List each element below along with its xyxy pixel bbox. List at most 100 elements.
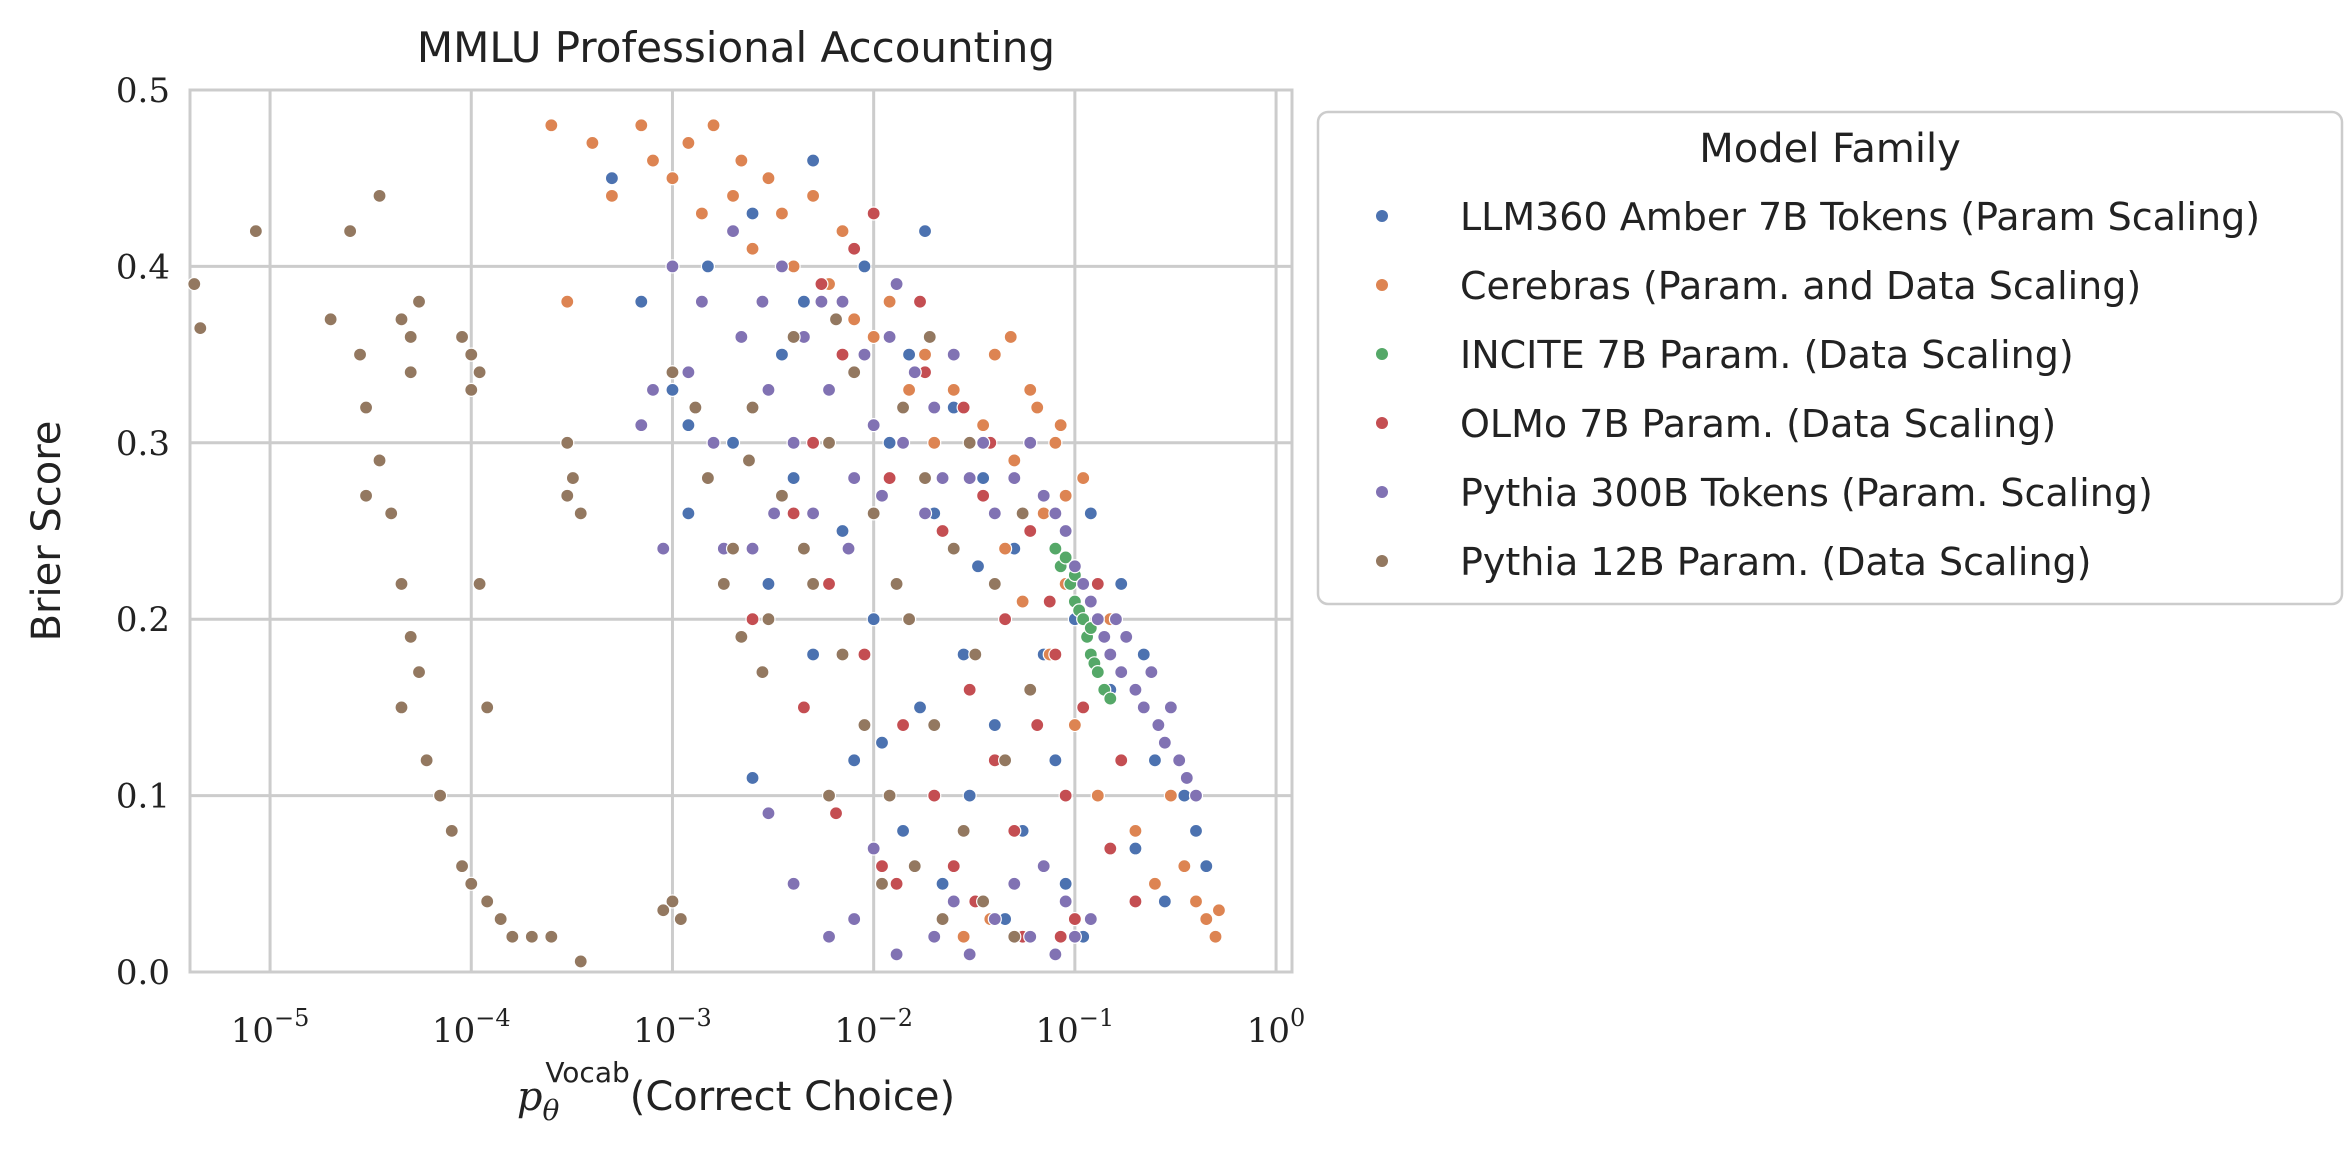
point-3-7 <box>866 206 881 221</box>
point-4-32 <box>1048 506 1063 521</box>
x-tick-label-5: 100 <box>1247 1004 1306 1051</box>
point-4-70 <box>645 382 661 397</box>
point-5-32 <box>454 329 470 345</box>
point-1-5 <box>645 153 661 168</box>
point-4-77 <box>889 276 904 292</box>
point-5-52 <box>835 647 850 662</box>
point-1-23 <box>917 347 933 362</box>
point-0-46 <box>1188 823 1204 838</box>
point-1-6 <box>665 171 680 186</box>
point-4-13 <box>821 382 837 397</box>
legend-title: Model Family <box>1699 126 1961 172</box>
legend-label-3: OLMo 7B Param. (Data Scaling) <box>1460 402 2056 446</box>
point-3-36 <box>874 859 890 874</box>
point-1-2 <box>585 135 600 151</box>
point-3-23 <box>1023 523 1038 539</box>
point-1-57 <box>956 929 971 944</box>
point-5-83 <box>922 329 937 345</box>
point-3-12 <box>927 788 942 803</box>
point-3-27 <box>1058 788 1073 803</box>
point-4-60 <box>946 894 961 909</box>
point-4-21 <box>907 365 922 380</box>
point-1-40 <box>1090 788 1105 803</box>
point-1-10 <box>725 188 741 203</box>
point-3-37 <box>889 876 904 891</box>
y-axis-label: Brier Score <box>24 421 70 642</box>
point-5-80 <box>796 541 811 556</box>
point-5-11 <box>403 629 418 644</box>
point-4-69 <box>1083 911 1098 927</box>
point-5-69 <box>997 753 1013 768</box>
point-3-32 <box>1114 753 1129 768</box>
point-5-6 <box>352 347 368 362</box>
point-3-8 <box>882 470 897 486</box>
point-5-23 <box>544 929 559 944</box>
series-5 <box>187 188 1038 969</box>
point-5-36 <box>573 506 588 521</box>
point-4-63 <box>1007 876 1022 891</box>
point-4-59 <box>927 929 942 944</box>
point-2-2 <box>1058 550 1073 565</box>
point-4-5 <box>725 224 741 239</box>
point-5-68 <box>987 576 1002 592</box>
point-4-28 <box>987 506 1002 521</box>
point-4-19 <box>882 329 897 345</box>
point-5-28 <box>411 294 427 309</box>
point-5-48 <box>774 488 790 503</box>
point-4-23 <box>927 400 942 415</box>
point-4-33 <box>1058 523 1073 539</box>
point-5-4 <box>372 188 387 203</box>
point-4-68 <box>1067 929 1082 944</box>
series-2 <box>1048 541 1118 706</box>
point-0-24 <box>956 647 971 662</box>
point-1-47 <box>1177 859 1192 874</box>
point-0-40 <box>1128 841 1143 856</box>
legend-marker-1 <box>1376 279 1388 291</box>
point-4-31 <box>1036 488 1051 503</box>
point-1-14 <box>774 206 790 221</box>
point-0-22 <box>935 876 950 891</box>
point-5-61 <box>927 717 942 733</box>
point-0-48 <box>745 770 760 786</box>
point-5-34 <box>560 435 575 450</box>
x-axis-label: pθ Vocab(Correct Choice) <box>517 1056 955 1127</box>
point-5-31 <box>472 365 487 380</box>
point-3-11 <box>912 294 928 309</box>
point-0-41 <box>1136 647 1151 662</box>
point-3-16 <box>962 682 977 697</box>
point-4-64 <box>1023 929 1038 944</box>
legend-label-0: LLM360 Amber 7B Tokens (Param Scaling) <box>1460 195 2260 239</box>
legend-label-1: Cerebras (Param. and Data Scaling) <box>1460 264 2141 308</box>
point-5-5 <box>323 312 338 327</box>
point-0-6 <box>745 206 760 221</box>
point-4-76 <box>841 541 856 556</box>
point-4-65 <box>1036 859 1051 874</box>
point-5-65 <box>962 435 977 450</box>
point-4-1 <box>665 259 680 274</box>
point-4-62 <box>987 911 1002 927</box>
point-5-20 <box>493 911 508 927</box>
point-3-30 <box>1090 576 1105 592</box>
point-3-40 <box>745 612 760 627</box>
legend-marker-2 <box>1376 348 1388 360</box>
point-4-12 <box>806 506 821 521</box>
point-0-10 <box>806 153 821 168</box>
point-1-13 <box>761 171 776 186</box>
point-1-25 <box>946 382 961 397</box>
legend-label-4: Pythia 300B Tokens (Param. Scaling) <box>1460 471 2153 515</box>
point-4-38 <box>1097 629 1112 644</box>
point-5-72 <box>1023 682 1038 697</box>
legend-marker-0 <box>1376 210 1388 222</box>
point-5-15 <box>432 788 448 803</box>
point-4-4 <box>706 435 721 450</box>
point-1-54 <box>1053 418 1068 433</box>
point-3-39 <box>814 276 829 292</box>
point-5-56 <box>882 788 897 803</box>
point-0-51 <box>874 735 890 750</box>
point-1-1 <box>560 294 575 309</box>
point-5-66 <box>968 647 983 662</box>
point-3-2 <box>806 435 821 450</box>
point-5-74 <box>734 629 749 644</box>
point-1-33 <box>1036 506 1051 521</box>
point-0-15 <box>857 259 872 274</box>
